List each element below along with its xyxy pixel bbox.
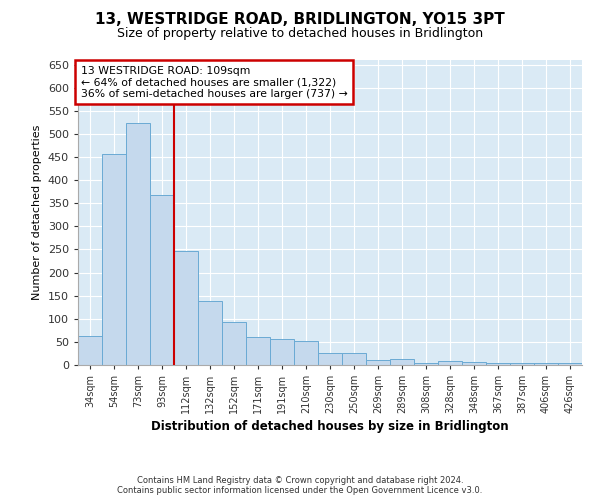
Bar xyxy=(222,322,246,365)
Text: 13 WESTRIDGE ROAD: 109sqm
← 64% of detached houses are smaller (1,322)
36% of se: 13 WESTRIDGE ROAD: 109sqm ← 64% of detac… xyxy=(81,66,347,98)
Bar xyxy=(366,360,390,365)
Bar xyxy=(438,362,462,365)
X-axis label: Distribution of detached houses by size in Bridlington: Distribution of detached houses by size … xyxy=(151,420,509,434)
Bar xyxy=(510,362,534,365)
Text: Contains HM Land Registry data © Crown copyright and database right 2024.
Contai: Contains HM Land Registry data © Crown c… xyxy=(118,476,482,495)
Bar xyxy=(414,362,438,365)
Bar xyxy=(318,352,342,365)
Bar xyxy=(534,363,558,365)
Bar xyxy=(558,363,582,365)
Bar xyxy=(462,362,486,365)
Bar xyxy=(78,336,102,365)
Bar xyxy=(126,123,150,365)
Bar xyxy=(390,360,414,365)
Bar xyxy=(174,251,198,365)
Bar xyxy=(102,154,126,365)
Bar xyxy=(270,338,294,365)
Bar xyxy=(246,338,270,365)
Text: Size of property relative to detached houses in Bridlington: Size of property relative to detached ho… xyxy=(117,28,483,40)
Bar xyxy=(150,196,174,365)
Bar xyxy=(342,352,366,365)
Bar xyxy=(486,362,510,365)
Bar xyxy=(294,340,318,365)
Bar xyxy=(198,301,222,365)
Text: 13, WESTRIDGE ROAD, BRIDLINGTON, YO15 3PT: 13, WESTRIDGE ROAD, BRIDLINGTON, YO15 3P… xyxy=(95,12,505,28)
Y-axis label: Number of detached properties: Number of detached properties xyxy=(32,125,42,300)
